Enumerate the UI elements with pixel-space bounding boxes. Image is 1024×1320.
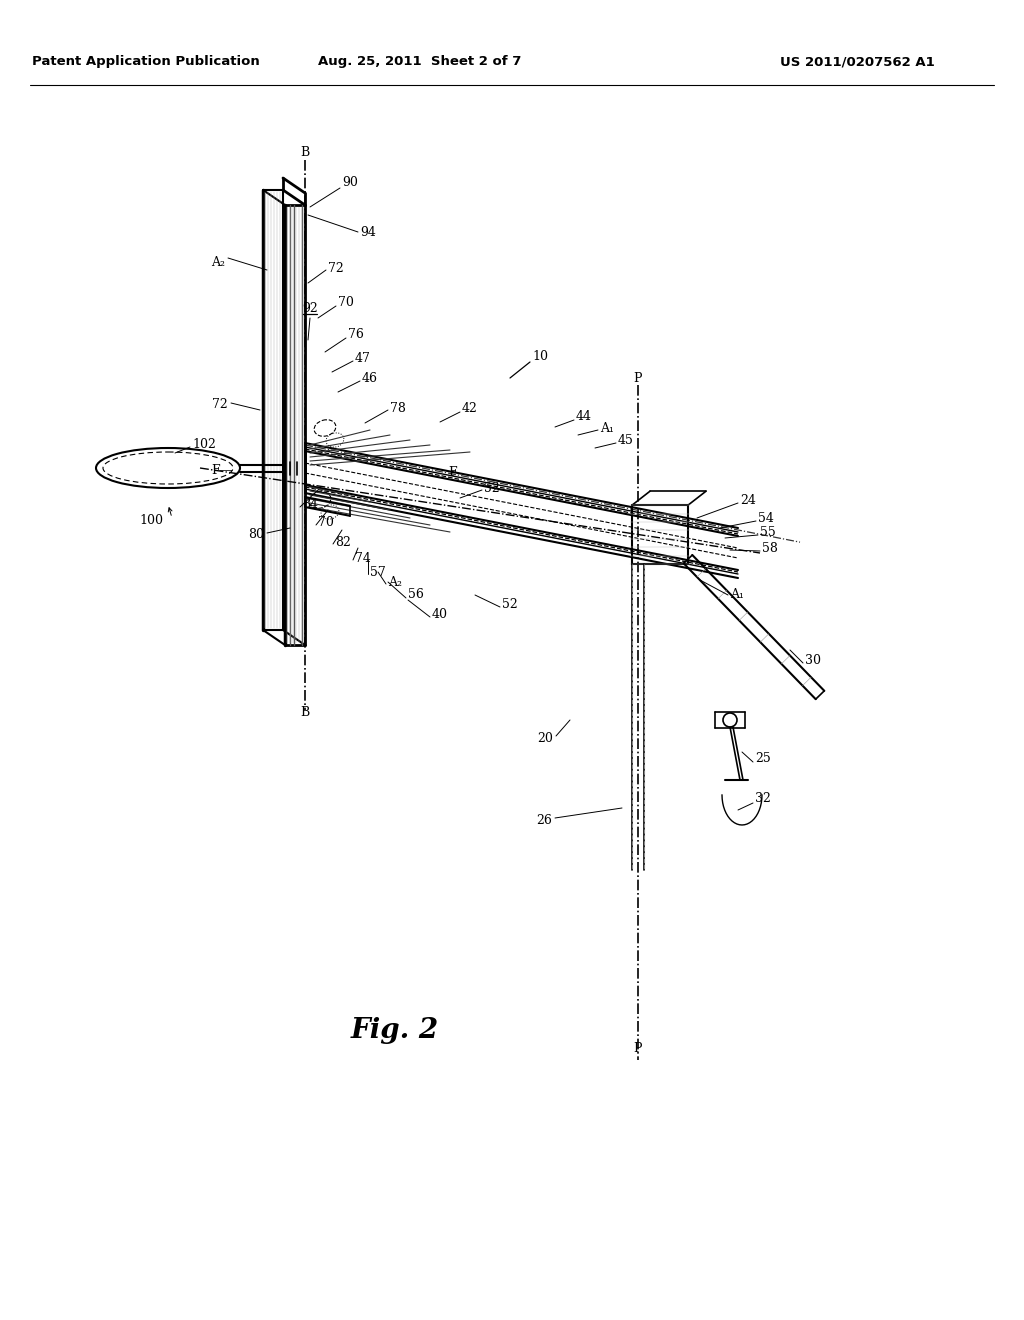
Text: 94: 94 — [360, 226, 376, 239]
Text: F―: F― — [211, 463, 232, 477]
Text: Aug. 25, 2011  Sheet 2 of 7: Aug. 25, 2011 Sheet 2 of 7 — [318, 55, 521, 69]
Text: B: B — [300, 706, 309, 719]
Text: 80: 80 — [248, 528, 264, 541]
Text: 82: 82 — [335, 536, 351, 549]
Text: A₂: A₂ — [211, 256, 225, 268]
Text: 76: 76 — [348, 329, 364, 342]
Text: Patent Application Publication: Patent Application Publication — [32, 55, 260, 69]
Text: 70: 70 — [338, 297, 354, 309]
Text: 78: 78 — [390, 401, 406, 414]
Text: 40: 40 — [432, 609, 449, 622]
Text: 44: 44 — [575, 411, 592, 424]
Text: 100: 100 — [139, 513, 163, 527]
Text: 26: 26 — [537, 813, 552, 826]
Text: 20: 20 — [538, 731, 553, 744]
Text: 57: 57 — [370, 565, 386, 578]
Text: P: P — [634, 1041, 642, 1055]
Text: 47: 47 — [355, 351, 371, 364]
Text: A₂: A₂ — [388, 576, 402, 589]
Text: 70: 70 — [318, 516, 334, 529]
Text: 52: 52 — [484, 482, 500, 495]
Text: B: B — [300, 145, 309, 158]
Text: 24: 24 — [740, 494, 756, 507]
Text: 72: 72 — [328, 261, 344, 275]
Text: 74: 74 — [355, 552, 371, 565]
Text: 10: 10 — [532, 351, 548, 363]
Text: 54: 54 — [758, 511, 774, 524]
Text: 52: 52 — [502, 598, 518, 611]
Text: US 2011/0207562 A1: US 2011/0207562 A1 — [780, 55, 935, 69]
Text: 55: 55 — [760, 525, 776, 539]
Text: A₁: A₁ — [600, 421, 614, 434]
Text: A₁: A₁ — [730, 589, 744, 602]
Text: 25: 25 — [755, 751, 771, 764]
Text: 92: 92 — [302, 301, 317, 314]
Text: 84: 84 — [302, 499, 318, 511]
Text: 102: 102 — [193, 438, 216, 451]
Text: 72: 72 — [212, 399, 228, 412]
Text: P: P — [634, 371, 642, 384]
Text: 45: 45 — [618, 433, 634, 446]
Text: 32: 32 — [755, 792, 771, 804]
Text: 58: 58 — [762, 541, 778, 554]
Text: 90: 90 — [342, 177, 357, 190]
Text: 56: 56 — [408, 589, 424, 602]
Text: 30: 30 — [805, 653, 821, 667]
Text: 46: 46 — [362, 371, 378, 384]
Text: Fig. 2: Fig. 2 — [351, 1016, 439, 1044]
Text: F: F — [449, 466, 457, 479]
Text: 42: 42 — [462, 401, 478, 414]
